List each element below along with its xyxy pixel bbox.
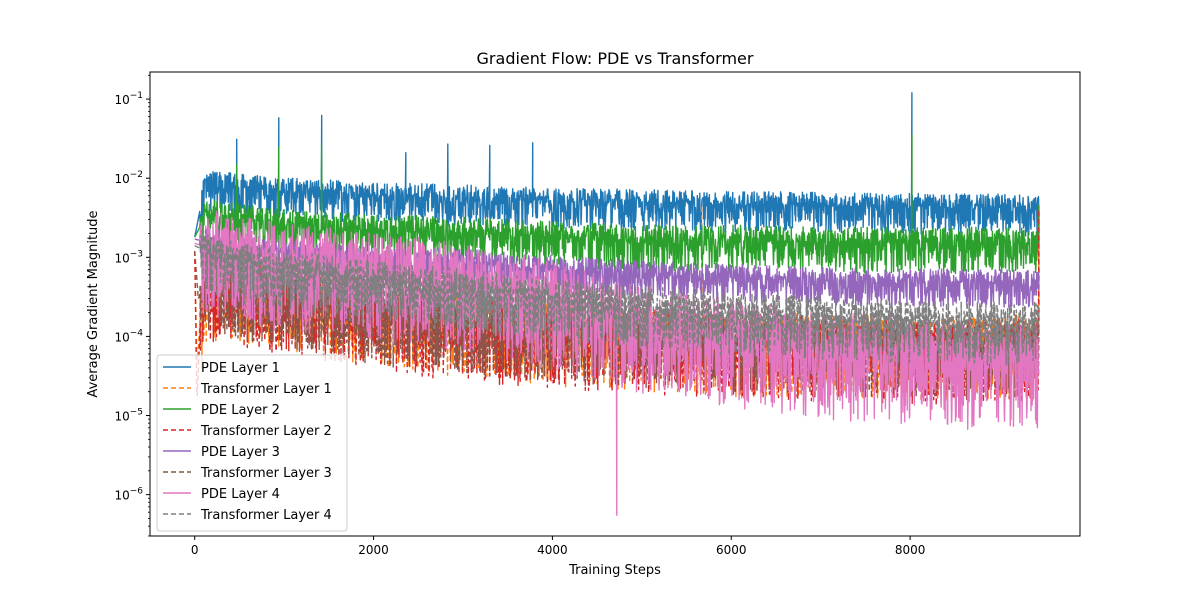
x-tick-label: 6000 [716, 543, 747, 557]
y-tick-label: 10−6 [114, 487, 143, 503]
legend-label: Transformer Layer 2 [200, 424, 332, 439]
legend-label: PDE Layer 3 [201, 445, 280, 460]
legend-box [156, 354, 348, 532]
y-tick-label: 10−1 [114, 91, 143, 107]
legend-label: Transformer Layer 4 [200, 508, 332, 523]
legend-label: PDE Layer 4 [201, 487, 280, 502]
legend-label: Transformer Layer 3 [200, 466, 332, 481]
x-tick-label: 2000 [358, 543, 389, 557]
x-tick-label: 8000 [895, 543, 926, 557]
y-tick-label: 10−5 [114, 408, 143, 424]
chart-title: Gradient Flow: PDE vs Transformer [477, 49, 754, 68]
legend: PDE Layer 1 Transformer Layer 1 PDE Layer … [156, 354, 348, 532]
y-tick-label: 10−4 [114, 328, 143, 344]
plot-frame [149, 71, 1081, 537]
x-axis: 0 2000 4000 6000 8000 [191, 536, 925, 557]
series-line [194, 230, 1040, 366]
y-tick-label: 10−3 [114, 249, 143, 265]
series-layer [194, 92, 1040, 516]
x-tick-label: 4000 [537, 543, 568, 557]
y-axis: 10−6 10−5 10−4 10−3 10−2 10−1 [114, 74, 150, 537]
y-axis-label: Average Gradient Magnitude [86, 210, 101, 397]
series-line [194, 92, 1040, 238]
legend-label: Transformer Layer 1 [200, 382, 332, 397]
y-tick-label: 10−2 [114, 170, 143, 186]
x-tick-label: 0 [191, 543, 199, 557]
legend-label: PDE Layer 2 [201, 403, 280, 418]
legend-label: PDE Layer 1 [201, 361, 280, 376]
x-axis-label: Training Steps [568, 563, 661, 578]
